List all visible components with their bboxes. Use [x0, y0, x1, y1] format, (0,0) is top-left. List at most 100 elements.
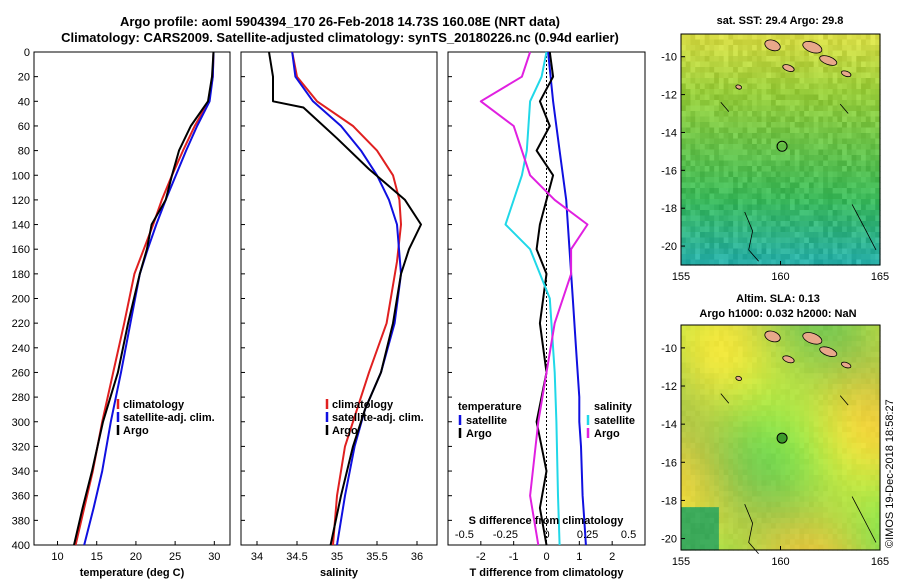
- sst-map-cell: [771, 83, 777, 90]
- sst-map-cell: [775, 199, 782, 206]
- sla-map-cell: [695, 421, 701, 428]
- x-tick-label: 1: [576, 551, 582, 563]
- sla-map-cell: [681, 389, 687, 396]
- sla-map-cell: [685, 362, 692, 369]
- sst-map-cell: [747, 45, 753, 52]
- sst-map-cell: [818, 226, 824, 233]
- sla-map-cell: [842, 378, 848, 385]
- sst-map-cell: [752, 56, 758, 63]
- sla-map-cell: [837, 496, 843, 503]
- sla-map-cell: [747, 373, 753, 380]
- sst-map-cell: [856, 243, 862, 250]
- sst-map-cell: [861, 34, 867, 41]
- sst-map-cell: [875, 237, 881, 244]
- sst-map-cell: [813, 133, 820, 140]
- sla-map-cell: [699, 491, 706, 498]
- sla-map-cell: [780, 335, 786, 342]
- sst-map-cell: [709, 133, 715, 140]
- sla-map-cell: [789, 491, 796, 498]
- sst-map-cell: [832, 116, 838, 123]
- sla-map-cell: [832, 426, 838, 433]
- sst-map-cell: [723, 248, 729, 255]
- sla-map-cell: [832, 400, 838, 406]
- sst-map-cell: [742, 83, 748, 90]
- sst-map-cell: [861, 72, 867, 79]
- sst-map-cell: [733, 127, 739, 134]
- sla-map-cell: [690, 373, 696, 380]
- sst-map-cell: [789, 116, 796, 123]
- sla-map-cell: [681, 383, 687, 390]
- sla-map-cell: [832, 346, 838, 353]
- sla-map-cell: [756, 544, 763, 551]
- sst-map-cell: [780, 127, 786, 134]
- sla-map-cell: [827, 432, 834, 439]
- sst-map-cell: [804, 221, 810, 228]
- sla-map-cell: [685, 544, 692, 551]
- sst-map-cell: [704, 83, 711, 90]
- sla-map-cell: [875, 410, 881, 417]
- sla-map-cell: [875, 480, 881, 487]
- sst-map-cell: [846, 83, 853, 90]
- sla-map-cell: [723, 378, 729, 385]
- sla-map-cell: [737, 405, 744, 412]
- sst-map-cell: [752, 133, 758, 140]
- sst-map-cell: [799, 221, 805, 228]
- sst-map-cell: [775, 243, 782, 250]
- sla-map-cell: [747, 437, 753, 444]
- sst-map-cell: [846, 237, 853, 244]
- sst-map-cell: [808, 83, 815, 90]
- sst-map-cell: [851, 89, 857, 96]
- sst-map-cell: [785, 133, 791, 140]
- sst-map-cell: [718, 204, 725, 211]
- sla-map-cell: [846, 485, 853, 492]
- sst-map-cell: [775, 83, 782, 90]
- sla-map-cell: [718, 517, 725, 524]
- difference-series-t-satellite: [547, 51, 587, 546]
- sla-map-cell: [846, 512, 853, 519]
- sst-map-cell: [875, 188, 881, 195]
- sst-map-cell: [766, 127, 772, 134]
- sla-map-cell: [690, 458, 696, 465]
- sst-map-cell: [775, 56, 782, 63]
- sla-map-cell: [804, 389, 810, 396]
- sst-map-cell: [761, 144, 767, 151]
- sst-map-cell: [699, 122, 706, 129]
- sla-map-cell: [780, 507, 786, 514]
- salinity-series-satellite-adj-clim-: [291, 51, 402, 546]
- sst-map-cell: [737, 67, 744, 74]
- sla-map-cell: [837, 367, 843, 374]
- sst-map-cell: [714, 254, 720, 261]
- sst-map-cell: [761, 61, 767, 68]
- sst-map-cell: [733, 72, 739, 79]
- sla-map-cell: [685, 325, 692, 331]
- sst-map-cell: [737, 138, 744, 145]
- sla-map-cell: [875, 400, 881, 406]
- sla-map-cell: [699, 437, 706, 444]
- sla-map-cell: [756, 389, 763, 396]
- sla-map-cell: [699, 453, 706, 460]
- sst-map-cell: [870, 254, 876, 261]
- sst-map-cell: [832, 259, 838, 266]
- sst-map-cell: [728, 215, 734, 222]
- sst-map-cell: [728, 160, 734, 167]
- sst-map-cell: [771, 171, 777, 178]
- sst-map-cell: [699, 232, 706, 239]
- sst-map-cell: [733, 210, 739, 217]
- sst-map-cell: [723, 133, 729, 140]
- sla-map-cell: [794, 475, 801, 481]
- sla-map-cell: [785, 507, 791, 514]
- sst-map-cell: [794, 221, 801, 228]
- sla-map-cell: [832, 544, 838, 551]
- sla-map-cell: [771, 421, 777, 428]
- sla-map-cell: [690, 394, 696, 401]
- sst-map-cell: [823, 111, 829, 118]
- sla-map-cell: [799, 346, 805, 353]
- sla-map-cell: [723, 357, 729, 364]
- difference-xlabel: T difference from climatology: [469, 567, 624, 579]
- sst-map-cell: [704, 127, 711, 134]
- sla-map-cell: [832, 448, 838, 455]
- sst-map-cell: [756, 45, 763, 52]
- sla-map-cell: [699, 416, 706, 423]
- sla-map-cell: [837, 475, 843, 481]
- sla-map-cell: [775, 421, 782, 428]
